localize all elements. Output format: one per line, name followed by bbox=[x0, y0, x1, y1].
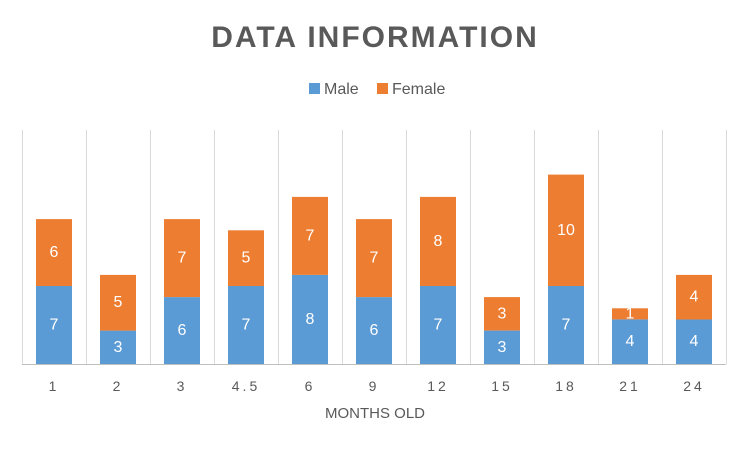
data-label-female-1: 6 bbox=[50, 244, 59, 261]
x-tick-label: 6 bbox=[305, 378, 316, 394]
chart-title: DATA INFORMATION bbox=[211, 21, 539, 54]
legend-swatch-male bbox=[309, 83, 320, 94]
x-tick-label: 2 bbox=[113, 378, 124, 394]
data-label-female-4.5: 5 bbox=[242, 250, 251, 267]
data-label-female-2: 5 bbox=[114, 294, 123, 311]
data-label-male-3: 6 bbox=[178, 322, 187, 339]
gridlines bbox=[22, 130, 727, 364]
bar-male-24 bbox=[676, 319, 712, 364]
data-label-female-18: 10 bbox=[557, 222, 575, 239]
bar-female-15 bbox=[484, 297, 520, 331]
data-label-female-3: 7 bbox=[178, 250, 187, 267]
data-label-male-21: 4 bbox=[626, 333, 635, 350]
data-label-male-1: 7 bbox=[50, 317, 59, 334]
bar-female-2 bbox=[100, 274, 136, 331]
bar-female-4.5 bbox=[228, 230, 264, 286]
bar-male-18 bbox=[548, 286, 584, 364]
bar-female-21 bbox=[612, 308, 648, 320]
bar-male-15 bbox=[484, 330, 520, 364]
bar-male-6 bbox=[292, 274, 328, 364]
data-label-male-15: 3 bbox=[498, 339, 507, 356]
data-label-male-24: 4 bbox=[690, 333, 699, 350]
data-label-female-24: 4 bbox=[690, 289, 699, 306]
x-tick-label: 15 bbox=[491, 378, 513, 394]
x-axis-title: MONTHS OLD bbox=[325, 405, 425, 422]
data-label-female-21: 1 bbox=[626, 305, 635, 322]
bar-male-21 bbox=[612, 319, 648, 364]
bar-female-3 bbox=[164, 219, 200, 298]
x-tick-label: 9 bbox=[369, 378, 380, 394]
x-tick-label: 4.5 bbox=[232, 378, 260, 394]
data-label-male-18: 7 bbox=[562, 317, 571, 334]
data-label-male-2: 3 bbox=[114, 339, 123, 356]
data-label-male-6: 8 bbox=[306, 311, 315, 328]
legend: Male Female bbox=[309, 81, 445, 98]
legend-swatch-female bbox=[377, 83, 388, 94]
x-tick-label: 3 bbox=[177, 378, 188, 394]
x-tick-label: 1 bbox=[49, 378, 60, 394]
data-label-male-12: 7 bbox=[434, 317, 443, 334]
data-label-female-9: 7 bbox=[370, 250, 379, 267]
bar-male-2 bbox=[100, 330, 136, 364]
legend-label-male: Male bbox=[324, 81, 359, 98]
legend-label-female: Female bbox=[392, 81, 445, 98]
data-label-female-12: 8 bbox=[434, 233, 443, 250]
bar-female-12 bbox=[420, 196, 456, 286]
x-tick-label: 12 bbox=[427, 378, 449, 394]
x-axis-tick-labels: 1 2 3 4.5 6 9 12 15 18 21 24 bbox=[49, 378, 705, 394]
bar-male-3 bbox=[164, 297, 200, 364]
bars bbox=[36, 174, 712, 364]
bar-male-1 bbox=[36, 286, 72, 364]
data-label-female-6: 7 bbox=[306, 227, 315, 244]
data-labels: 7 6 3 5 6 7 7 5 8 7 6 7 7 8 3 3 7 10 4 1 4 4 bbox=[50, 222, 699, 356]
bar-male-12 bbox=[420, 286, 456, 364]
data-label-female-15: 3 bbox=[498, 305, 507, 322]
bar-female-6 bbox=[292, 196, 328, 275]
x-tick-label: 18 bbox=[555, 378, 577, 394]
x-tick-label: 21 bbox=[619, 378, 641, 394]
x-tick-label: 24 bbox=[683, 378, 705, 394]
data-label-male-4.5: 7 bbox=[242, 317, 251, 334]
bar-male-9 bbox=[356, 297, 392, 364]
bar-female-24 bbox=[676, 274, 712, 320]
bar-male-4.5 bbox=[228, 286, 264, 364]
bar-female-1 bbox=[36, 219, 72, 286]
bar-female-9 bbox=[356, 219, 392, 298]
bar-female-18 bbox=[548, 174, 584, 286]
data-label-male-9: 6 bbox=[370, 322, 379, 339]
